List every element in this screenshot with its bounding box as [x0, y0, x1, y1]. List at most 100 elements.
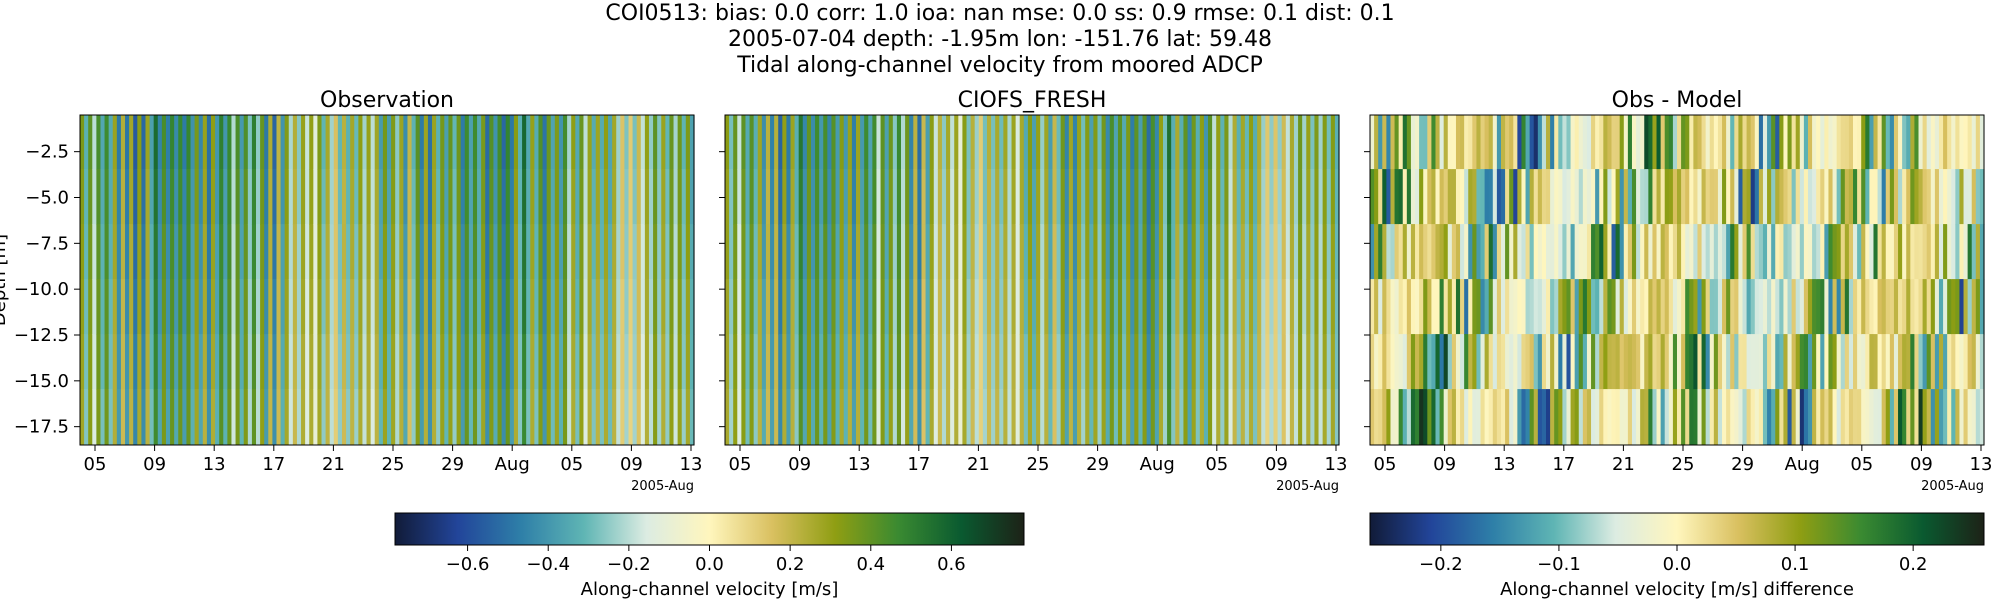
heatmap-cell — [835, 334, 841, 390]
heatmap-cell — [1212, 334, 1217, 390]
heatmap-cell — [1934, 334, 1940, 390]
heatmap-cell — [1003, 334, 1009, 390]
heatmap-cell — [436, 279, 441, 335]
heatmap-cell — [868, 389, 873, 446]
heatmap-cell — [1943, 334, 1948, 390]
heatmap-cell — [464, 115, 470, 170]
heatmap-cell — [362, 334, 368, 390]
heatmap-cell — [933, 224, 939, 280]
heatmap-cell — [1109, 169, 1115, 225]
heatmap-cell — [223, 334, 228, 390]
heatmap-cell — [1910, 169, 1916, 225]
heatmap-cell — [268, 334, 273, 390]
heatmap-cell — [1097, 224, 1103, 280]
heatmap-cell — [1717, 389, 1723, 446]
heatmap-cell — [1836, 115, 1842, 170]
heatmap-cell — [612, 224, 617, 280]
heatmap-cell — [1562, 224, 1568, 280]
heatmap-cell — [628, 279, 634, 335]
heatmap-cell — [790, 224, 796, 280]
heatmap-cell — [395, 169, 400, 225]
heatmap-cell — [1529, 169, 1535, 225]
heatmap-cell — [178, 334, 183, 390]
heatmap-cell — [657, 389, 662, 446]
heatmap-cell — [1640, 224, 1645, 280]
heatmap-cell — [1803, 224, 1809, 280]
heatmap-cell — [937, 279, 943, 335]
heatmap-cell — [223, 389, 228, 446]
heatmap-cell — [974, 334, 980, 390]
heatmap-cell — [1265, 279, 1271, 335]
heatmap-cell — [1382, 169, 1387, 225]
heatmap-cell — [153, 169, 159, 225]
heatmap-cell — [847, 169, 853, 225]
heatmap-cell — [251, 115, 257, 170]
heatmap-cell — [378, 389, 384, 446]
heatmap-cell — [170, 279, 175, 335]
heatmap-cell — [616, 224, 621, 280]
colorbar-tick-label: −0.4 — [526, 554, 570, 575]
heatmap-cell — [1232, 224, 1238, 280]
heatmap-cell — [995, 224, 1000, 280]
heatmap-cell — [522, 389, 527, 446]
heatmap-cell — [868, 334, 873, 390]
heatmap-cell — [194, 224, 200, 280]
heatmap-cell — [542, 279, 548, 335]
heatmap-cell — [235, 224, 241, 280]
heatmap-cell — [1893, 224, 1899, 280]
heatmap-cell — [411, 389, 417, 446]
heatmap-cell — [1236, 334, 1242, 390]
heatmap-cell — [268, 115, 273, 170]
heatmap-cell — [260, 115, 265, 170]
heatmap-cell — [1562, 334, 1568, 390]
heatmap-cell — [1517, 224, 1523, 280]
heatmap-cell — [1302, 334, 1307, 390]
heatmap-cell — [1293, 279, 1299, 335]
heatmap-cell — [1656, 389, 1662, 446]
heatmap-cell — [219, 279, 224, 335]
heatmap-cell — [100, 334, 106, 390]
heatmap-cell — [1443, 115, 1449, 170]
heatmap-cell — [1889, 115, 1895, 170]
x-tick-label: Aug — [1785, 454, 1820, 475]
heatmap-cell — [757, 169, 763, 225]
heatmap-cell — [1951, 334, 1956, 390]
heatmap-cell — [1289, 279, 1295, 335]
heatmap-cell — [1664, 334, 1670, 390]
heatmap-cell — [917, 224, 923, 280]
heatmap-cell — [1322, 115, 1328, 170]
heatmap-cell — [1615, 279, 1621, 335]
heatmap-cell — [1738, 115, 1744, 170]
heatmap-cell — [346, 389, 351, 446]
heatmap-cell — [1963, 115, 1969, 170]
heatmap-cell — [677, 334, 683, 390]
heatmap-cell — [440, 224, 445, 280]
heatmap-cell — [1109, 389, 1115, 446]
heatmap-cell — [1505, 334, 1510, 390]
heatmap-cell — [497, 389, 503, 446]
heatmap-cell — [1636, 169, 1641, 225]
heatmap-cell — [1533, 115, 1539, 170]
heatmap-cell — [1910, 115, 1916, 170]
heatmap-cell — [798, 224, 804, 280]
heatmap-cell — [1799, 224, 1805, 280]
heatmap-cell — [1040, 115, 1045, 170]
heatmap-cell — [1955, 169, 1961, 225]
heatmap-cell — [770, 279, 775, 335]
heatmap-cell — [415, 279, 421, 335]
heatmap-cell — [1257, 334, 1262, 390]
heatmap-cell — [1032, 224, 1037, 280]
heatmap-cell — [1072, 334, 1078, 390]
heatmap-cell — [1738, 334, 1744, 390]
heatmap-cell — [624, 279, 630, 335]
heatmap-cell — [1881, 115, 1887, 170]
heatmap-cell — [991, 279, 996, 335]
heatmap-cell — [946, 169, 951, 225]
heatmap-cell — [1963, 389, 1969, 446]
heatmap-cell — [120, 389, 126, 446]
heatmap-cell — [1824, 279, 1830, 335]
heatmap-cell — [1627, 389, 1633, 446]
heatmap-cell — [403, 115, 409, 170]
heatmap-cell — [108, 334, 114, 390]
heatmap-cell — [227, 389, 233, 446]
